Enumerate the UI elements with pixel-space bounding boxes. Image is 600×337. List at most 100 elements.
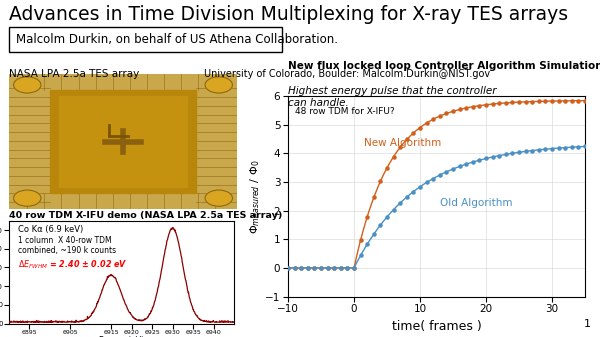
Point xyxy=(547,98,557,104)
Point xyxy=(428,117,438,122)
Point xyxy=(442,169,451,175)
Point xyxy=(534,147,544,153)
Point xyxy=(574,144,583,150)
Text: Co Kα (6.9 keV): Co Kα (6.9 keV) xyxy=(18,225,83,234)
Point xyxy=(442,111,451,116)
Point xyxy=(362,214,372,219)
Point xyxy=(422,180,431,185)
Text: Old Algorithm: Old Algorithm xyxy=(440,198,512,208)
Point xyxy=(475,157,484,163)
Point xyxy=(349,265,359,271)
Bar xyxy=(59,96,187,187)
Point xyxy=(336,265,346,271)
Point xyxy=(323,265,332,271)
Point xyxy=(283,265,293,271)
Point xyxy=(296,265,306,271)
Point xyxy=(468,159,478,165)
Point xyxy=(428,176,438,181)
Text: 1 column  X 40-row TDM: 1 column X 40-row TDM xyxy=(18,236,112,245)
Point xyxy=(567,145,577,150)
Point xyxy=(488,101,497,107)
Y-axis label: $\Phi_{measured}\ /\ \Phi_0$: $\Phi_{measured}\ /\ \Phi_0$ xyxy=(248,159,262,234)
Point xyxy=(422,120,431,126)
Circle shape xyxy=(14,190,41,206)
Text: University of Colorado, Boulder: Malcolm.Durkin@NIST.gov: University of Colorado, Boulder: Malcolm… xyxy=(204,69,490,79)
Point xyxy=(409,189,418,194)
Point xyxy=(356,237,365,243)
Point xyxy=(343,265,352,271)
Point xyxy=(369,195,379,200)
Point xyxy=(376,179,385,184)
X-axis label: Energy (eV): Energy (eV) xyxy=(99,336,144,337)
Circle shape xyxy=(205,190,232,206)
Point xyxy=(534,99,544,104)
Point xyxy=(435,114,445,119)
X-axis label: time( frames ): time( frames ) xyxy=(392,320,481,333)
Point xyxy=(382,165,392,171)
Point xyxy=(580,144,590,149)
Point xyxy=(481,102,491,108)
Point xyxy=(567,98,577,103)
Point xyxy=(329,265,339,271)
Point xyxy=(514,150,524,155)
Point xyxy=(448,166,458,172)
Point xyxy=(303,265,313,271)
Point xyxy=(501,100,511,105)
Point xyxy=(494,101,504,106)
Point xyxy=(494,153,504,158)
Point xyxy=(369,232,379,237)
Text: $\Delta E_{FWHM}$ = 2.40 ± 0.02 eV: $\Delta E_{FWHM}$ = 2.40 ± 0.02 eV xyxy=(18,259,128,271)
Text: Advances in Time Division Multiplexing for X-ray TES arrays: Advances in Time Division Multiplexing f… xyxy=(9,5,568,24)
Point xyxy=(508,100,517,105)
Point xyxy=(514,99,524,105)
Text: 40 row TDM X-IFU demo (NASA LPA 2.5a TES array): 40 row TDM X-IFU demo (NASA LPA 2.5a TES… xyxy=(9,211,283,220)
Text: Highest energy pulse that the controller
can handle.: Highest energy pulse that the controller… xyxy=(288,86,497,108)
Text: combined, ~190 k counts: combined, ~190 k counts xyxy=(18,246,116,255)
FancyBboxPatch shape xyxy=(9,27,282,52)
Point xyxy=(554,145,563,151)
Point xyxy=(316,265,326,271)
Point xyxy=(455,107,464,112)
Point xyxy=(554,98,563,104)
Text: 1: 1 xyxy=(584,318,591,329)
Point xyxy=(560,145,570,150)
Point xyxy=(580,98,590,103)
Text: 48 row TDM for X-IFU?: 48 row TDM for X-IFU? xyxy=(295,107,394,116)
Point xyxy=(310,265,319,271)
Point xyxy=(461,105,471,111)
Point xyxy=(521,149,530,154)
Point xyxy=(389,207,398,212)
Point xyxy=(402,137,412,142)
Bar xyxy=(50,90,196,193)
Point xyxy=(389,154,398,159)
Point xyxy=(415,184,425,189)
Point xyxy=(541,98,550,104)
Point xyxy=(547,146,557,151)
Point xyxy=(409,130,418,136)
Point xyxy=(310,265,319,271)
Point xyxy=(290,265,299,271)
Point xyxy=(402,194,412,200)
Point xyxy=(541,147,550,152)
Point xyxy=(303,265,313,271)
Text: New flux locked loop Controller Algorithm Simulations: New flux locked loop Controller Algorith… xyxy=(288,61,600,71)
Text: NASA LPA 2.5a TES array: NASA LPA 2.5a TES array xyxy=(9,69,139,79)
Point xyxy=(283,265,293,271)
Point xyxy=(461,161,471,167)
Point xyxy=(560,98,570,103)
Point xyxy=(475,103,484,108)
Point xyxy=(435,172,445,178)
Point xyxy=(574,98,583,103)
Point xyxy=(329,265,339,271)
Point xyxy=(323,265,332,271)
Circle shape xyxy=(14,77,41,93)
Point xyxy=(296,265,306,271)
Point xyxy=(349,265,359,271)
Point xyxy=(488,154,497,160)
Point xyxy=(395,145,405,150)
Point xyxy=(527,99,537,104)
Text: Malcolm Durkin, on behalf of US Athena Collaboration.: Malcolm Durkin, on behalf of US Athena C… xyxy=(16,33,338,46)
Point xyxy=(376,222,385,228)
Circle shape xyxy=(205,77,232,93)
Point xyxy=(468,104,478,110)
